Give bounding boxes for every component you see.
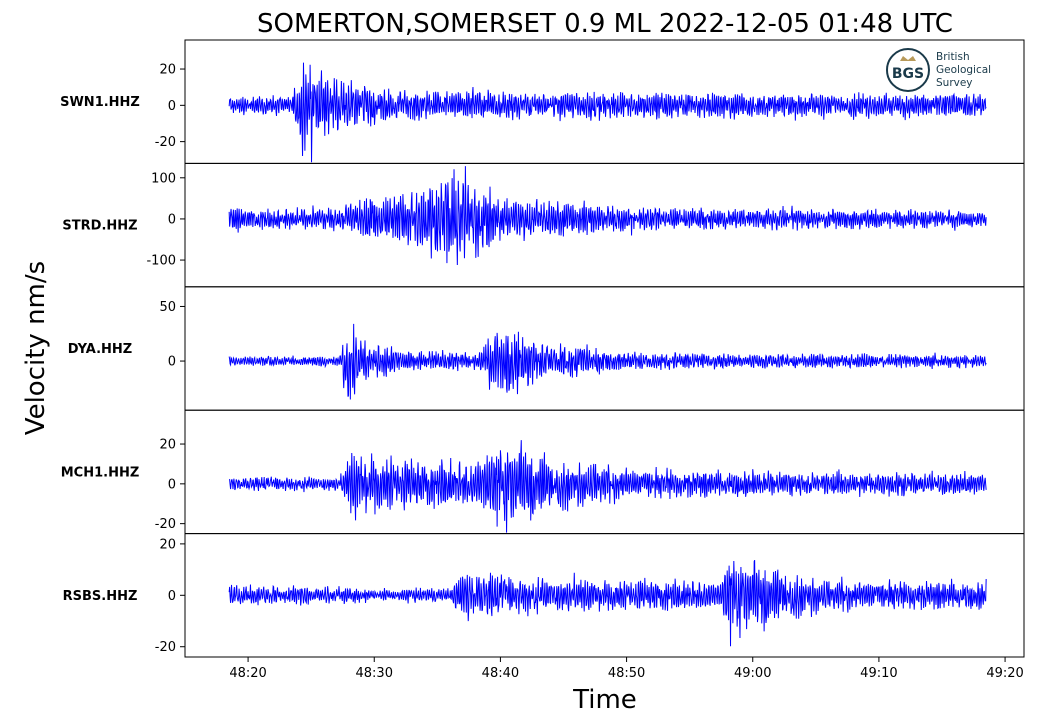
chart-title: SOMERTON,SOMERSET 0.9 ML 2022-12-05 01:4… [257, 9, 953, 39]
x-tick-label: 48:20 [229, 666, 266, 681]
x-tick-label: 48:30 [356, 666, 393, 681]
x-axis: 48:20 48:30 48:40 48:50 49:00 49:10 49:20 [229, 657, 1024, 681]
waveform-swn1-hhz [228, 62, 987, 163]
y-tick-label: 0 [168, 589, 176, 604]
waveform-dya-hhz [228, 323, 987, 400]
panel-frame [184, 162, 1025, 288]
y-tick-label: -20 [155, 640, 176, 655]
x-tick-label: 48:40 [482, 666, 519, 681]
y-axis-title: Velocity nm/s [21, 261, 51, 435]
y-tick-label: 0 [168, 355, 176, 370]
y-tick-label: 100 [151, 171, 176, 186]
station-label: SWN1.HHZ [60, 95, 140, 110]
logo-line-3: Survey [936, 77, 973, 89]
station-label: DYA.HHZ [68, 342, 132, 357]
y-tick-label: 0 [168, 99, 176, 114]
x-axis-title: Time [572, 685, 637, 715]
waveform-strd-hhz [228, 166, 987, 266]
x-tick-label: 49:20 [986, 666, 1023, 681]
panel-rsbs-hhz: 20 0 -20 RSBS.HHZ [63, 533, 1025, 658]
y-tick-label: -100 [146, 254, 176, 269]
station-label: STRD.HHZ [62, 219, 137, 234]
panel-frame [184, 286, 1025, 411]
y-tick-label: 20 [159, 63, 176, 78]
y-tick-label: 20 [159, 537, 176, 552]
y-tick-label: 50 [159, 300, 176, 315]
panel-swn1-hhz: 20 0 -20 SWN1.HHZ [60, 39, 1025, 164]
panel-dya-hhz: 50 0 DYA.HHZ [68, 286, 1025, 411]
y-tick-label: -20 [155, 135, 176, 150]
y-tick-label: 20 [159, 438, 176, 453]
y-tick-label: -20 [155, 517, 176, 532]
bgs-logo: BGS British Geological Survey [886, 48, 991, 92]
waveform-rsbs-hhz [228, 559, 987, 647]
y-tick-label: 0 [168, 477, 176, 492]
crown-icon [900, 56, 916, 61]
logo-line-1: British [936, 51, 970, 63]
x-tick-label: 48:50 [608, 666, 645, 681]
station-label: RSBS.HHZ [63, 589, 138, 604]
logo-ring-icon [886, 48, 930, 92]
station-label: MCH1.HHZ [61, 465, 140, 480]
panel-mch1-hhz: 20 0 -20 MCH1.HHZ [61, 409, 1025, 535]
x-tick-label: 49:10 [860, 666, 897, 681]
x-tick-label: 49:00 [734, 666, 771, 681]
waveform-mch1-hhz [228, 440, 987, 533]
panel-strd-hhz: 100 0 -100 STRD.HHZ [62, 162, 1025, 288]
logo-line-2: Geological [936, 64, 991, 76]
y-tick-label: 0 [168, 212, 176, 227]
panel-group: 20 0 -20 SWN1.HHZ 100 0 -100 STRD.HHZ 50 0 DYA.HHZ… [60, 39, 1025, 658]
logo-abbrev: BGS [892, 66, 924, 82]
